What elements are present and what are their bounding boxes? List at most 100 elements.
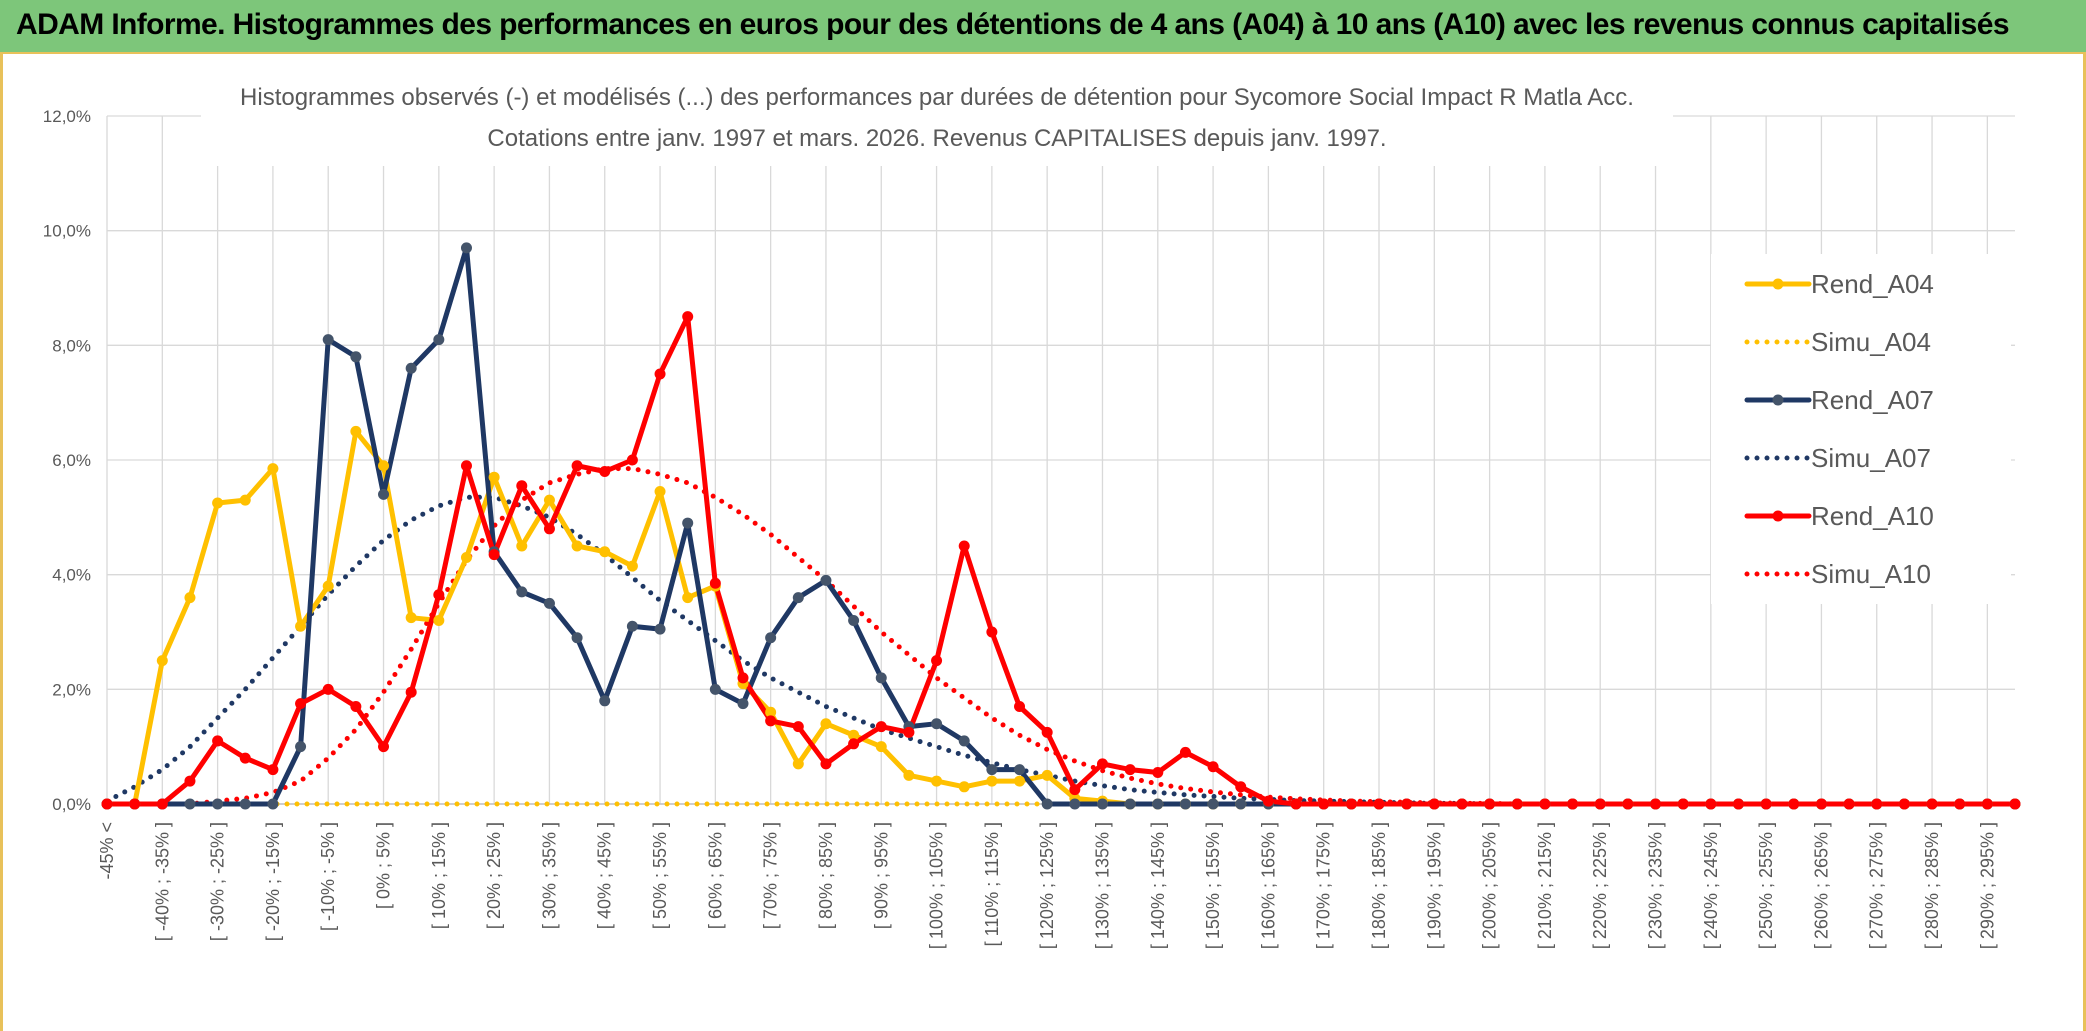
marker-Rend_A10 [2010,799,2021,810]
marker-Rend_A10 [765,715,776,726]
marker-Rend_A10 [378,741,389,752]
marker-Rend_A10 [1346,799,1357,810]
marker-Rend_A07 [1235,799,1246,810]
legend-label: Rend_A04 [1811,269,1934,299]
marker-Rend_A10 [1539,799,1550,810]
x-tick-label: [ -40% ; -35% ] [152,822,172,941]
marker-Rend_A04 [461,552,472,563]
x-tick-label: [ 50% ; 55% ] [650,822,670,929]
marker-Rend_A04 [378,460,389,471]
marker-Rend_A07 [295,741,306,752]
marker-Rend_A04 [212,498,223,509]
marker-Rend_A10 [1401,799,1412,810]
marker-Rend_A10 [516,480,527,491]
marker-Rend_A07 [1014,764,1025,775]
marker-Rend_A07 [406,363,417,374]
marker-Rend_A07 [378,489,389,500]
chart: 0,0% 2,0% 4,0% 6,0% 8,0% 10,0% 12,0% -45% < [ -4… [3,54,2083,1031]
marker-Rend_A07 [599,695,610,706]
x-tick-label: [ 130% ; 135% ] [1092,822,1112,949]
marker-Rend_A10 [903,727,914,738]
marker-Rend_A07 [240,799,251,810]
marker-Rend_A10 [1235,781,1246,792]
marker-Rend_A07 [267,799,278,810]
marker-Rend_A10 [1816,799,1827,810]
x-tick-label: [ 160% ; 165% ] [1258,822,1278,949]
x-tick-label: [ 30% ; 35% ] [539,822,559,929]
marker-Rend_A04 [295,621,306,632]
y-tick-label: 2,0% [52,680,91,699]
marker-Rend_A10 [1484,799,1495,810]
marker-Rend_A10 [1318,799,1329,810]
marker-Rend_A10 [1733,799,1744,810]
marker-Rend_A10 [1788,799,1799,810]
marker-Rend_A10 [1871,799,1882,810]
marker-Rend_A10 [572,460,583,471]
x-tick-label: [ 290% ; 295% ] [1977,822,1997,949]
marker-Rend_A10 [959,541,970,552]
marker-Rend_A04 [240,495,251,506]
marker-Rend_A10 [1705,799,1716,810]
marker-Rend_A10 [1042,727,1053,738]
marker-Rend_A10 [1982,799,1993,810]
marker-Rend_A10 [240,753,251,764]
marker-Rend_A10 [157,799,168,810]
x-tick-label: [ 210% ; 215% ] [1535,822,1555,949]
marker-Rend_A10 [1069,784,1080,795]
marker-Rend_A10 [406,687,417,698]
x-tick-label: [ 120% ; 125% ] [1037,822,1057,949]
y-tick-label: 10,0% [43,222,91,241]
marker-Rend_A07 [682,518,693,529]
marker-Rend_A10 [129,799,140,810]
marker-Rend_A07 [876,672,887,683]
x-tick-label: [ -20% ; -15% ] [263,822,283,941]
marker-Rend_A07 [986,764,997,775]
marker-Rend_A04 [433,615,444,626]
marker-Rend_A04 [820,718,831,729]
legend-background [1711,254,2011,604]
marker-Rend_A10 [267,764,278,775]
marker-Rend_A10 [627,455,638,466]
marker-Rend_A10 [599,466,610,477]
marker-Rend_A07 [1152,799,1163,810]
marker-Rend_A04 [655,486,666,497]
marker-Rend_A04 [986,776,997,787]
marker-Rend_A10 [1595,799,1606,810]
marker-Rend_A07 [848,615,859,626]
y-tick-label: 12,0% [43,107,91,126]
marker-Rend_A04 [157,655,168,666]
marker-Rend_A10 [1152,767,1163,778]
marker-Rend_A10 [1954,799,1965,810]
marker-Rend_A10 [986,627,997,638]
marker-Rend_A10 [1456,799,1467,810]
x-tick-label: [ 190% ; 195% ] [1424,822,1444,949]
marker-Rend_A07 [516,586,527,597]
x-tick-label: [ 20% ; 25% ] [484,822,504,929]
legend-marker-Rend_A04 [1773,279,1784,290]
marker-Rend_A10 [323,684,334,695]
x-tick-label: [ 40% ; 45% ] [595,822,615,929]
x-tick-label: [ -30% ; -25% ] [208,822,228,941]
x-tick-label: [ 100% ; 105% ] [927,822,947,949]
marker-Rend_A10 [738,672,749,683]
marker-Rend_A10 [102,799,113,810]
marker-Rend_A10 [1291,799,1302,810]
marker-Rend_A10 [1374,799,1385,810]
marker-Rend_A07 [1097,799,1108,810]
chart-title: Histogrammes observés (-) et modélisés (… [240,84,1634,111]
marker-Rend_A10 [544,523,555,534]
legend-label: Rend_A07 [1811,385,1934,415]
marker-Rend_A07 [572,632,583,643]
marker-Rend_A10 [1761,799,1772,810]
marker-Rend_A10 [1180,747,1191,758]
x-tick-label: [ 10% ; 15% ] [429,822,449,929]
marker-Rend_A07 [544,598,555,609]
marker-Rend_A10 [1263,796,1274,807]
marker-Rend_A10 [350,701,361,712]
marker-Rend_A04 [876,741,887,752]
marker-Rend_A10 [1567,799,1578,810]
chart-subtitle: Cotations entre janv. 1997 et mars. 2026… [487,125,1386,152]
x-tick-label: [ 240% ; 245% ] [1701,822,1721,949]
x-tick-label: [ 70% ; 75% ] [761,822,781,929]
marker-Rend_A07 [931,718,942,729]
